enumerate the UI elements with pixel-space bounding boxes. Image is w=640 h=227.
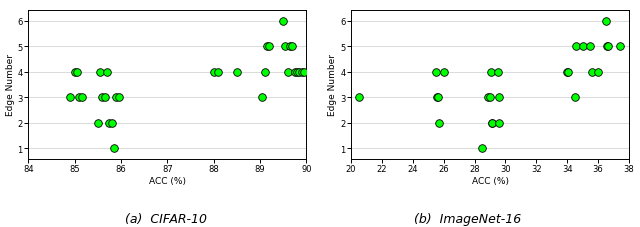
Point [285,45,295,49]
Point [107,121,117,125]
Point [586,45,596,49]
Point [260,71,270,74]
Point [109,147,119,151]
Point [257,96,268,100]
Point [614,45,625,49]
Point [264,45,275,49]
Point [486,121,497,125]
Point [299,71,309,74]
Point [102,71,112,74]
Point [494,96,504,100]
Point [486,71,496,74]
Point [485,96,495,100]
Point [578,45,588,49]
Point [290,71,300,74]
Point [287,45,298,49]
X-axis label: ACC (%): ACC (%) [472,176,509,185]
Point [72,71,82,74]
Point [438,71,449,74]
X-axis label: ACC (%): ACC (%) [149,176,186,185]
Point [278,20,288,23]
Point [292,71,302,74]
Point [563,71,573,74]
Point [571,45,581,49]
Point [104,121,115,125]
Point [283,71,293,74]
Point [562,71,572,74]
Point [487,121,497,125]
Point [74,96,84,100]
Point [93,121,103,125]
Point [100,96,110,100]
Point [294,71,305,74]
Point [431,71,441,74]
Point [70,71,80,74]
Point [593,71,604,74]
Text: (b)  ImageNet-16: (b) ImageNet-16 [413,212,521,225]
Point [95,71,105,74]
Point [65,96,75,100]
Point [587,71,597,74]
Point [433,96,444,100]
Point [477,147,488,151]
Point [602,45,612,49]
Y-axis label: Edge Number: Edge Number [6,54,15,116]
Point [603,45,613,49]
Point [433,96,443,100]
Point [493,121,504,125]
Point [262,45,272,49]
Point [483,96,493,100]
Point [113,96,124,100]
Point [209,71,219,74]
Point [570,96,580,100]
Point [232,71,242,74]
Point [296,71,307,74]
Point [280,45,291,49]
Point [434,121,444,125]
Point [493,71,503,74]
Y-axis label: Edge Number: Edge Number [328,54,337,116]
Text: (a)  CIFAR-10: (a) CIFAR-10 [125,212,207,225]
Point [111,96,122,100]
Point [353,96,364,100]
Point [213,71,223,74]
Point [97,96,108,100]
Point [76,96,86,100]
Point [601,20,611,23]
